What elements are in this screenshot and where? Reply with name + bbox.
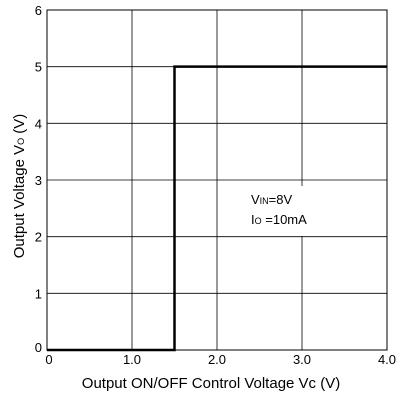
y-axis-label-main: Output Voltage V xyxy=(11,145,28,258)
y-axis-label-unit: (V) xyxy=(11,114,28,138)
annotation-io: IO =10mA xyxy=(251,212,307,227)
x-tick-label: 2.0 xyxy=(208,352,226,367)
annotation-background xyxy=(243,186,360,236)
x-tick-label: 1.0 xyxy=(123,352,141,367)
y-tick-label: 2 xyxy=(35,230,42,245)
series-line xyxy=(47,65,387,352)
x-tick-labels: 0 1.0 2.0 3.0 4.0 xyxy=(45,352,396,367)
annotation-vin: VIN=8V xyxy=(251,192,292,207)
y-tick-labels: 0 1 2 3 4 5 6 xyxy=(35,3,42,355)
io-prefix: I xyxy=(251,212,255,227)
x-tick-label: 0 xyxy=(45,352,52,367)
y-axis-label-subscript: O xyxy=(16,138,26,145)
grid-lines xyxy=(46,9,388,351)
vin-subscript: IN xyxy=(260,196,269,206)
io-value: =10mA xyxy=(262,212,307,227)
y-tick-label: 3 xyxy=(35,173,42,188)
x-tick-label: 3.0 xyxy=(293,352,311,367)
vin-value: =8V xyxy=(269,192,293,207)
y-tick-label: 1 xyxy=(35,286,42,301)
vin-prefix: V xyxy=(251,192,260,207)
y-axis-label: Output Voltage VO (V) xyxy=(11,114,28,259)
y-tick-label: 0 xyxy=(35,340,42,355)
x-tick-label: 4.0 xyxy=(378,352,396,367)
x-axis-label: Output ON/OFF Control Voltage Vc (V) xyxy=(82,375,340,392)
plot-frame xyxy=(46,9,388,351)
y-tick-label: 5 xyxy=(35,60,42,75)
io-subscript: O xyxy=(255,216,262,226)
y-tick-label: 4 xyxy=(35,116,42,131)
y-tick-label: 6 xyxy=(35,3,42,18)
